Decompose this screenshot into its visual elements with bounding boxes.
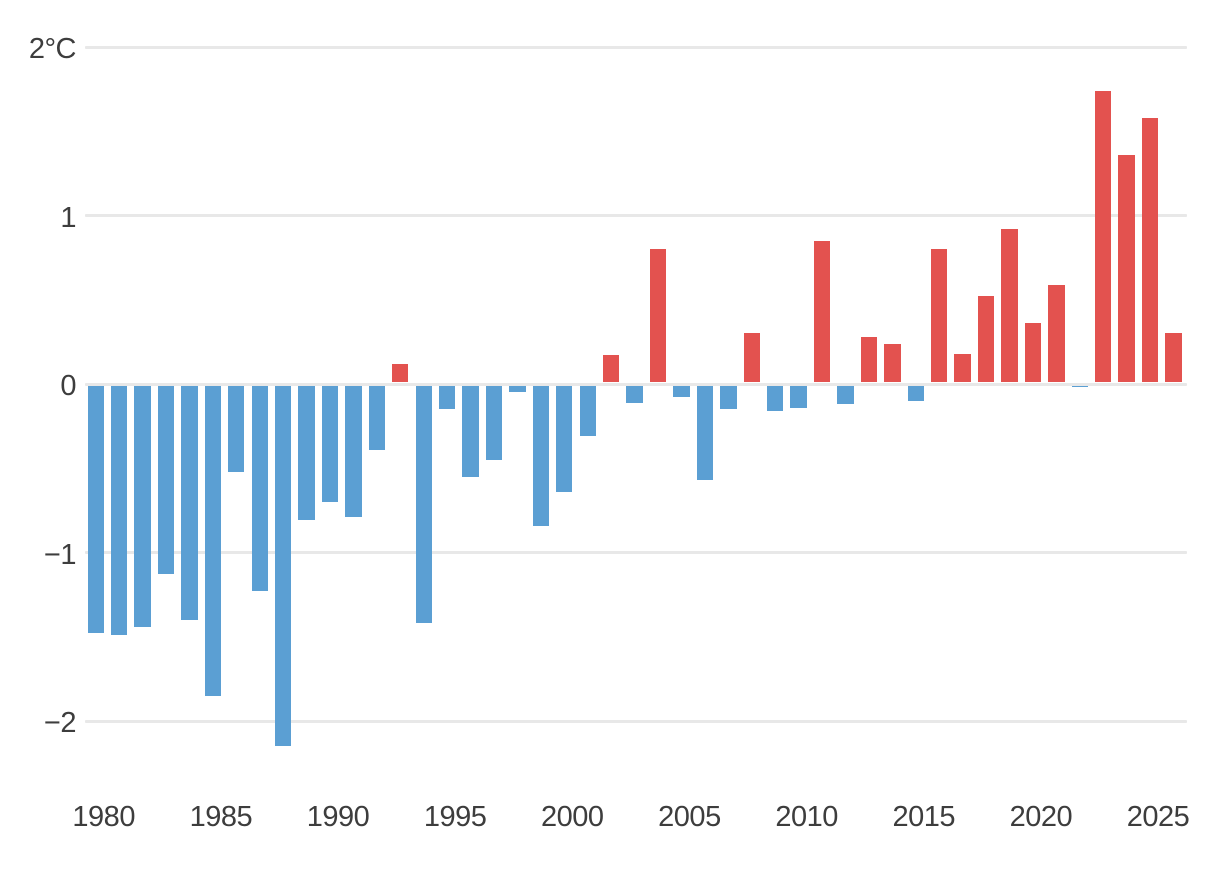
bar-2003[interactable] <box>626 385 643 403</box>
bar-1994[interactable] <box>415 385 432 624</box>
bar-2012[interactable] <box>837 385 854 405</box>
bar-2014[interactable] <box>884 343 901 383</box>
gridline--2 <box>85 719 1187 723</box>
x-axis-label-1985: 1985 <box>189 801 253 833</box>
bar-1987[interactable] <box>251 385 268 592</box>
gridline-1 <box>85 214 1187 217</box>
y-axis-label-0: 0 <box>60 370 76 402</box>
bar-1999[interactable] <box>532 385 550 526</box>
bar-2019[interactable] <box>1001 228 1018 383</box>
bar-2022[interactable] <box>1071 385 1088 388</box>
x-axis-label-2020: 2020 <box>1009 801 1073 833</box>
bar-1980[interactable] <box>87 385 104 634</box>
x-axis-label-2000: 2000 <box>541 801 604 833</box>
bar-2015[interactable] <box>907 385 924 401</box>
x-axis-label-1990: 1990 <box>306 801 370 833</box>
bar-1981[interactable] <box>110 385 128 636</box>
x-axis-label-2005: 2005 <box>658 801 721 833</box>
y-axis-label-2: 2°C <box>28 33 77 65</box>
bar-1983[interactable] <box>157 385 175 575</box>
bar-1990[interactable] <box>321 385 339 502</box>
bar-1997[interactable] <box>485 385 503 460</box>
bar-2016[interactable] <box>930 249 948 383</box>
bar-2000[interactable] <box>556 385 573 492</box>
bar-1985[interactable] <box>204 385 222 696</box>
bar-2002[interactable] <box>602 355 620 383</box>
bar-2020[interactable] <box>1024 323 1042 383</box>
bar-2001[interactable] <box>579 385 596 437</box>
bar-1982[interactable] <box>134 385 151 627</box>
bar-2005[interactable] <box>673 385 690 398</box>
bar-2026[interactable] <box>1165 333 1182 383</box>
bar-2013[interactable] <box>860 336 878 383</box>
bar-1984[interactable] <box>181 385 198 620</box>
bar-2006[interactable] <box>696 385 714 481</box>
gridline-2 <box>85 45 1187 49</box>
x-axis-label-1980: 1980 <box>72 801 135 833</box>
y-axis-label--1: −1 <box>43 538 77 571</box>
bar-2004[interactable] <box>649 249 667 383</box>
x-axis-label-1995: 1995 <box>423 801 487 833</box>
bar-1986[interactable] <box>228 385 245 472</box>
bar-2011[interactable] <box>813 240 831 383</box>
x-axis-label-2025: 2025 <box>1126 801 1190 833</box>
gridline--1 <box>85 551 1187 554</box>
bar-2024[interactable] <box>1118 154 1135 383</box>
x-axis-label-2015: 2015 <box>892 801 956 833</box>
bar-2009[interactable] <box>766 385 784 411</box>
y-axis-label--2: −2 <box>43 707 77 739</box>
gridline-0 <box>85 382 1187 386</box>
bar-1995[interactable] <box>438 385 456 410</box>
bar-2017[interactable] <box>954 353 971 383</box>
bar-1998[interactable] <box>509 385 526 393</box>
bar-1991[interactable] <box>345 385 362 518</box>
bar-1988[interactable] <box>274 385 292 747</box>
bar-2025[interactable] <box>1141 117 1159 383</box>
bar-1992[interactable] <box>368 385 386 450</box>
bar-2021[interactable] <box>1048 284 1065 383</box>
bar-1996[interactable] <box>462 385 479 477</box>
bar-1993[interactable] <box>392 363 409 383</box>
bar-2023[interactable] <box>1094 90 1112 383</box>
bar-2008[interactable] <box>743 333 760 383</box>
bar-1989[interactable] <box>298 385 315 521</box>
bar-2007[interactable] <box>720 385 737 410</box>
x-axis-label-2010: 2010 <box>775 801 838 833</box>
bar-2018[interactable] <box>977 296 995 383</box>
bar-2010[interactable] <box>790 385 807 408</box>
y-axis-label-1: 1 <box>60 201 76 234</box>
